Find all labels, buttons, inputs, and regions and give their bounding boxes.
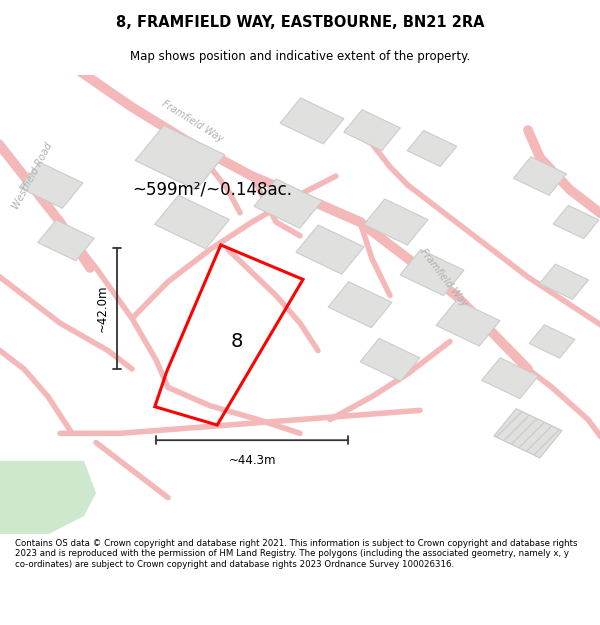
Polygon shape	[38, 220, 94, 261]
Polygon shape	[254, 179, 322, 228]
Text: 8: 8	[231, 332, 243, 351]
Polygon shape	[344, 110, 400, 151]
Polygon shape	[360, 338, 420, 381]
Text: Framfield Way: Framfield Way	[160, 98, 224, 144]
Polygon shape	[364, 199, 428, 245]
Polygon shape	[407, 131, 457, 166]
Polygon shape	[280, 98, 344, 144]
Polygon shape	[155, 195, 229, 249]
Polygon shape	[514, 157, 566, 195]
Text: ~42.0m: ~42.0m	[95, 284, 109, 332]
Text: Map shows position and indicative extent of the property.: Map shows position and indicative extent…	[130, 50, 470, 62]
Polygon shape	[494, 409, 562, 458]
Polygon shape	[296, 225, 364, 274]
Polygon shape	[553, 206, 599, 239]
Text: Framfield Way: Framfield Way	[418, 246, 470, 308]
Polygon shape	[482, 357, 538, 399]
Polygon shape	[0, 461, 96, 534]
Polygon shape	[539, 264, 589, 299]
Text: Contains OS data © Crown copyright and database right 2021. This information is : Contains OS data © Crown copyright and d…	[15, 539, 577, 569]
Text: ~44.3m: ~44.3m	[228, 454, 276, 468]
Polygon shape	[436, 300, 500, 346]
Polygon shape	[328, 282, 392, 328]
Text: ~599m²/~0.148ac.: ~599m²/~0.148ac.	[132, 181, 292, 199]
Polygon shape	[400, 249, 464, 296]
Polygon shape	[529, 325, 575, 358]
Text: 8, FRAMFIELD WAY, EASTBOURNE, BN21 2RA: 8, FRAMFIELD WAY, EASTBOURNE, BN21 2RA	[116, 15, 484, 30]
Polygon shape	[135, 126, 225, 190]
Text: Westfield Road: Westfield Road	[11, 141, 55, 211]
Polygon shape	[19, 162, 83, 208]
